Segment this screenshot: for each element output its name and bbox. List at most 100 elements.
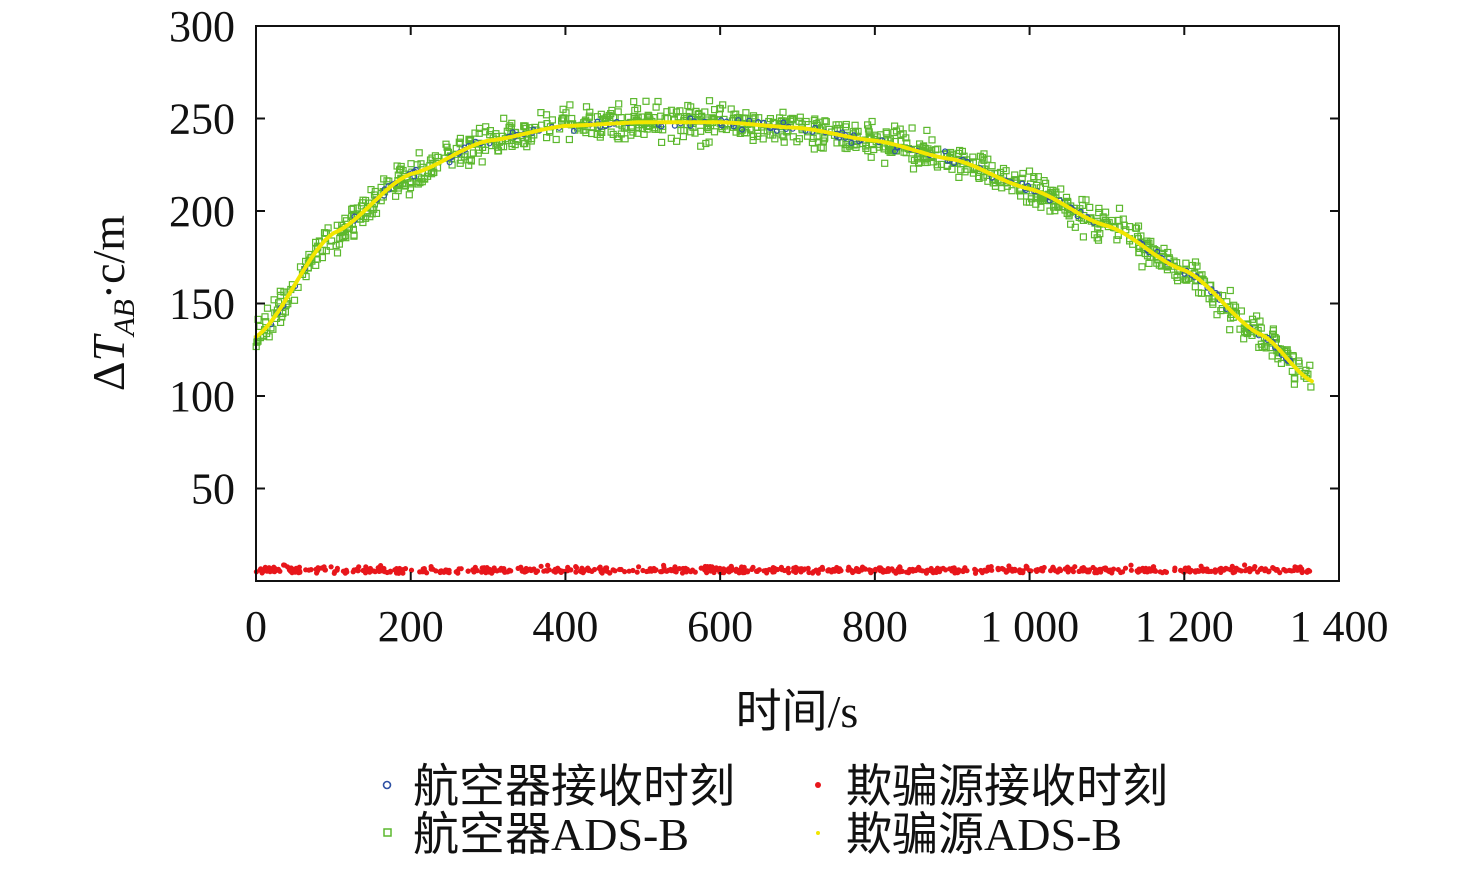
point-aircraft-adsb — [832, 121, 840, 129]
point-spoof-recv — [397, 565, 403, 572]
point-aircraft-adsb — [322, 229, 330, 237]
point-spoof-recv — [521, 567, 527, 574]
point-spoof-recv — [692, 569, 698, 575]
point-aircraft-adsb — [1047, 186, 1055, 194]
point-aircraft-adsb — [1226, 326, 1234, 334]
point-spoof-recv — [1292, 564, 1298, 570]
point-spoof-recv — [1233, 566, 1239, 572]
point-spoof-recv — [889, 566, 895, 572]
point-spoof-recv — [573, 564, 579, 570]
point-aircraft-adsb — [566, 101, 574, 109]
point-aircraft-adsb — [1062, 193, 1071, 201]
point-aircraft-adsb — [312, 261, 320, 269]
point-spoof-recv — [942, 567, 949, 573]
point-aircraft-adsb — [923, 158, 931, 166]
point-aircraft-adsb — [821, 117, 829, 125]
point-aircraft-adsb — [542, 111, 551, 119]
point-spoof-recv — [1299, 569, 1305, 576]
point-aircraft-adsb — [755, 114, 763, 122]
point-aircraft-adsb — [1197, 289, 1206, 297]
point-aircraft-adsb — [984, 155, 992, 163]
point-spoof-recv — [1086, 569, 1092, 575]
point-aircraft-adsb — [1288, 367, 1296, 375]
point-aircraft-adsb — [753, 132, 762, 140]
point-spoof-recv — [1248, 566, 1255, 573]
point-spoof-recv — [711, 566, 717, 573]
point-aircraft-adsb — [908, 124, 916, 132]
point-aircraft-adsb — [1250, 319, 1258, 327]
point-aircraft-adsb — [585, 114, 593, 122]
point-spoof-recv — [679, 570, 686, 576]
point-aircraft-adsb — [1213, 311, 1221, 319]
point-aircraft-adsb — [914, 153, 922, 161]
point-aircraft-adsb — [1182, 259, 1190, 267]
point-aircraft-adsb — [492, 130, 500, 138]
point-aircraft-adsb — [1230, 301, 1238, 309]
y-axis-title-t: T — [83, 332, 134, 361]
point-spoof-recv — [1128, 562, 1134, 568]
point-spoof-recv — [1020, 570, 1026, 576]
point-aircraft-adsb — [652, 103, 660, 111]
point-aircraft-adsb — [607, 128, 615, 136]
y-tick-label-200: 200 — [169, 187, 235, 236]
point-spoof-recv — [552, 568, 558, 574]
point-aircraft-adsb — [810, 145, 818, 153]
point-aircraft-adsb — [456, 134, 464, 142]
point-spoof-recv — [819, 564, 825, 570]
point-aircraft-adsb — [478, 158, 486, 166]
point-aircraft-adsb — [862, 142, 870, 150]
point-aircraft-adsb — [710, 105, 719, 114]
point-spoof-recv — [673, 569, 679, 575]
point-spoof-recv — [1128, 567, 1134, 573]
point-aircraft-adsb — [290, 296, 299, 304]
point-aircraft-adsb — [811, 115, 819, 123]
point-spoof-recv — [1108, 567, 1114, 573]
point-aircraft-adsb — [359, 218, 367, 227]
point-spoof-recv — [972, 570, 979, 576]
point-spoof-recv — [897, 564, 903, 571]
point-aircraft-adsb — [1025, 198, 1034, 206]
point-aircraft-adsb — [1011, 171, 1019, 179]
point-spoof-recv — [1304, 569, 1310, 575]
y-tick-label-300: 300 — [169, 2, 235, 51]
point-aircraft-adsb — [1252, 312, 1261, 320]
point-spoof-recv — [1080, 565, 1087, 571]
point-spoof-recv — [1150, 564, 1156, 570]
point-spoof-recv — [1257, 566, 1263, 573]
point-aircraft-adsb — [1205, 295, 1213, 303]
point-spoof-recv — [916, 565, 922, 571]
point-aircraft-adsb — [416, 179, 424, 187]
point-aircraft-adsb — [627, 131, 635, 139]
point-aircraft-adsb — [915, 140, 924, 148]
point-spoof-recv — [949, 567, 955, 573]
point-aircraft-adsb — [663, 108, 671, 116]
fit-layer — [254, 120, 1314, 384]
point-aircraft-adsb — [1002, 167, 1010, 175]
point-spoof-recv — [360, 567, 366, 574]
point-aircraft-adsb — [863, 121, 872, 129]
point-aircraft-adsb — [1290, 374, 1299, 382]
point-aircraft-adsb — [372, 209, 381, 217]
point-aircraft-adsb — [1295, 359, 1303, 367]
point-aircraft-adsb — [642, 97, 650, 105]
point-aircraft-adsb — [1016, 192, 1025, 200]
point-spoof-recv — [683, 569, 690, 575]
point-aircraft-adsb — [1037, 203, 1045, 211]
point-aircraft-adsb — [960, 152, 968, 160]
legend-marker-aircraft-adsb — [383, 828, 392, 837]
point-spoof-recv — [617, 566, 623, 573]
point-spoof-recv — [332, 569, 338, 575]
point-aircraft-adsb — [766, 131, 774, 139]
point-aircraft-adsb — [1096, 230, 1104, 238]
point-spoof-recv — [810, 570, 816, 576]
point-aircraft-adsb — [1173, 273, 1181, 281]
point-spoof-recv — [1006, 563, 1012, 569]
point-spoof-recv — [545, 562, 551, 569]
ticks-layer: 0 200 400 600 800 1 000 1 200 1 400 50 100 150 200 2… — [169, 2, 1389, 651]
point-aircraft-adsb — [1071, 223, 1079, 231]
point-aircraft-adsb — [1191, 283, 1199, 291]
point-aircraft-adsb — [1226, 286, 1234, 295]
point-spoof-recv — [906, 570, 912, 576]
point-aircraft-adsb — [559, 105, 567, 113]
point-aircraft-adsb — [789, 116, 797, 124]
